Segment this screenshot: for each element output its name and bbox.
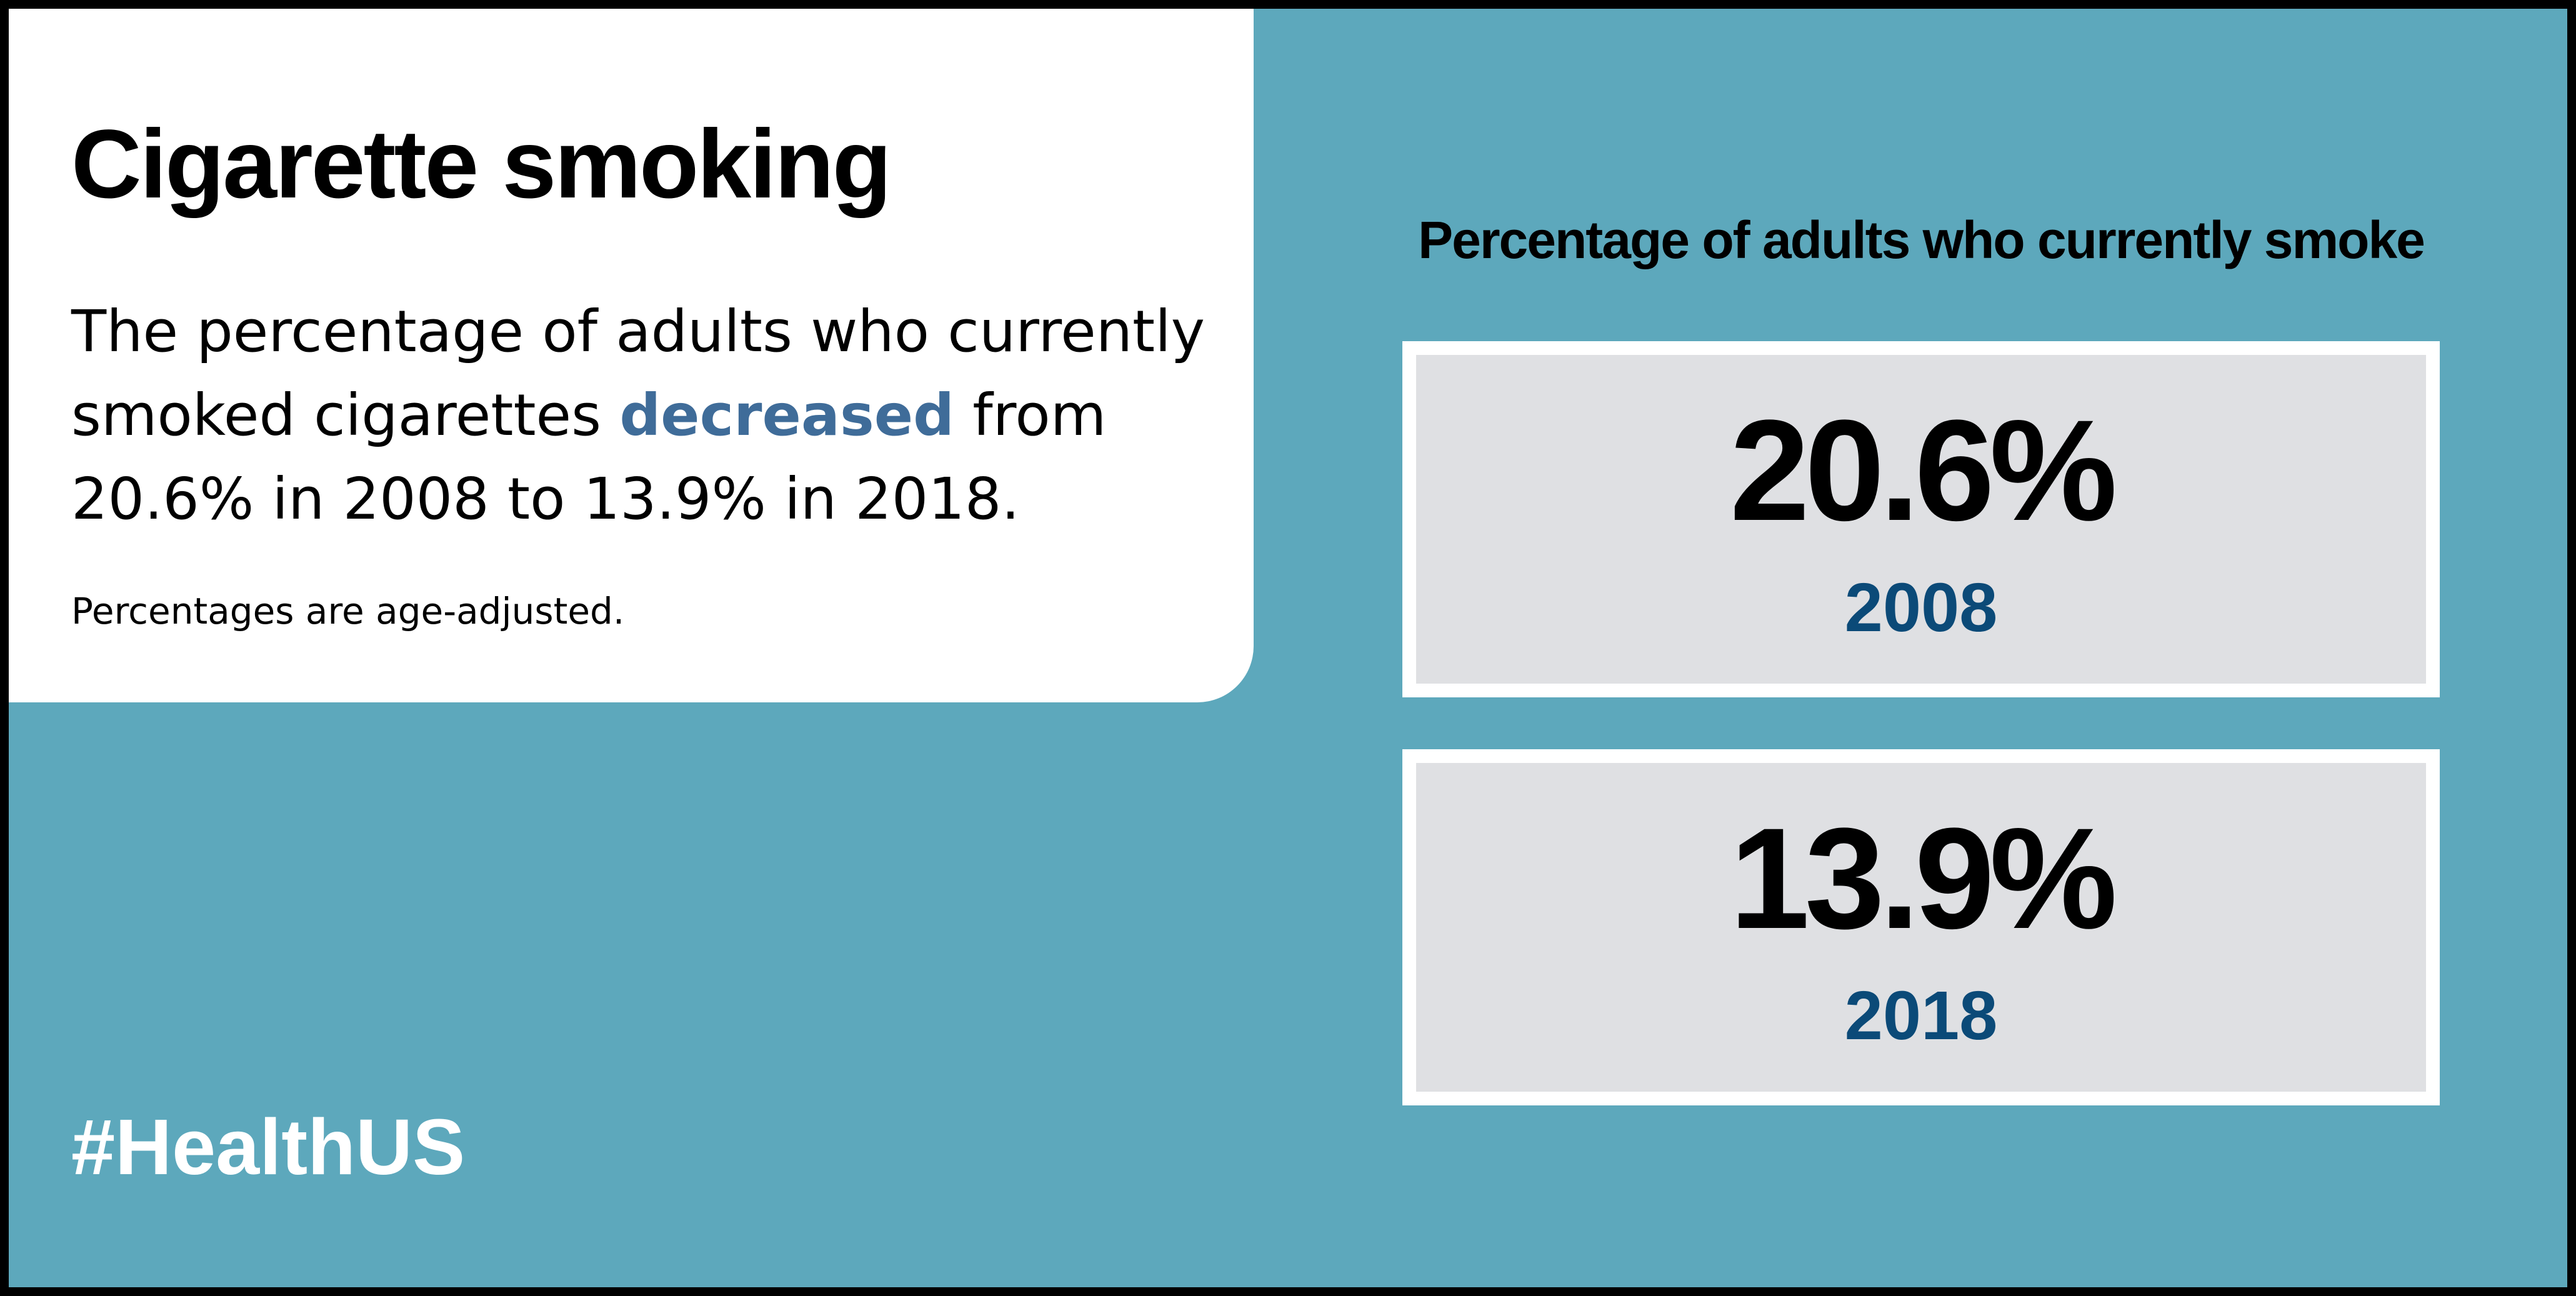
summary-text-start: The percentage of adults who currently s… [71, 298, 1206, 449]
page-title: Cigarette smoking [71, 110, 892, 219]
stat-box-2018: 13.9% 2018 [1402, 749, 2440, 1105]
stat-box-2008: 20.6% 2008 [1402, 341, 2440, 697]
stat-value: 20.6% [1729, 390, 2117, 551]
stat-value: 13.9% [1729, 798, 2117, 959]
stat-year: 2018 [1844, 977, 1998, 1054]
stats-heading: Percentage of adults who currently smoke [1418, 211, 2425, 269]
summary-highlight: decreased [619, 382, 954, 449]
age-adjusted-note: Percentages are age-adjusted. [71, 590, 625, 632]
hashtag: #HealthUS [71, 1103, 466, 1191]
summary-text-end: from 20.6% in 2008 to 13.9% in 2018. [71, 382, 1107, 532]
stat-year: 2008 [1844, 569, 1998, 646]
summary-panel: Cigarette smoking The percentage of adul… [9, 9, 1254, 702]
summary-text: The percentage of adults who currently s… [71, 290, 1246, 541]
